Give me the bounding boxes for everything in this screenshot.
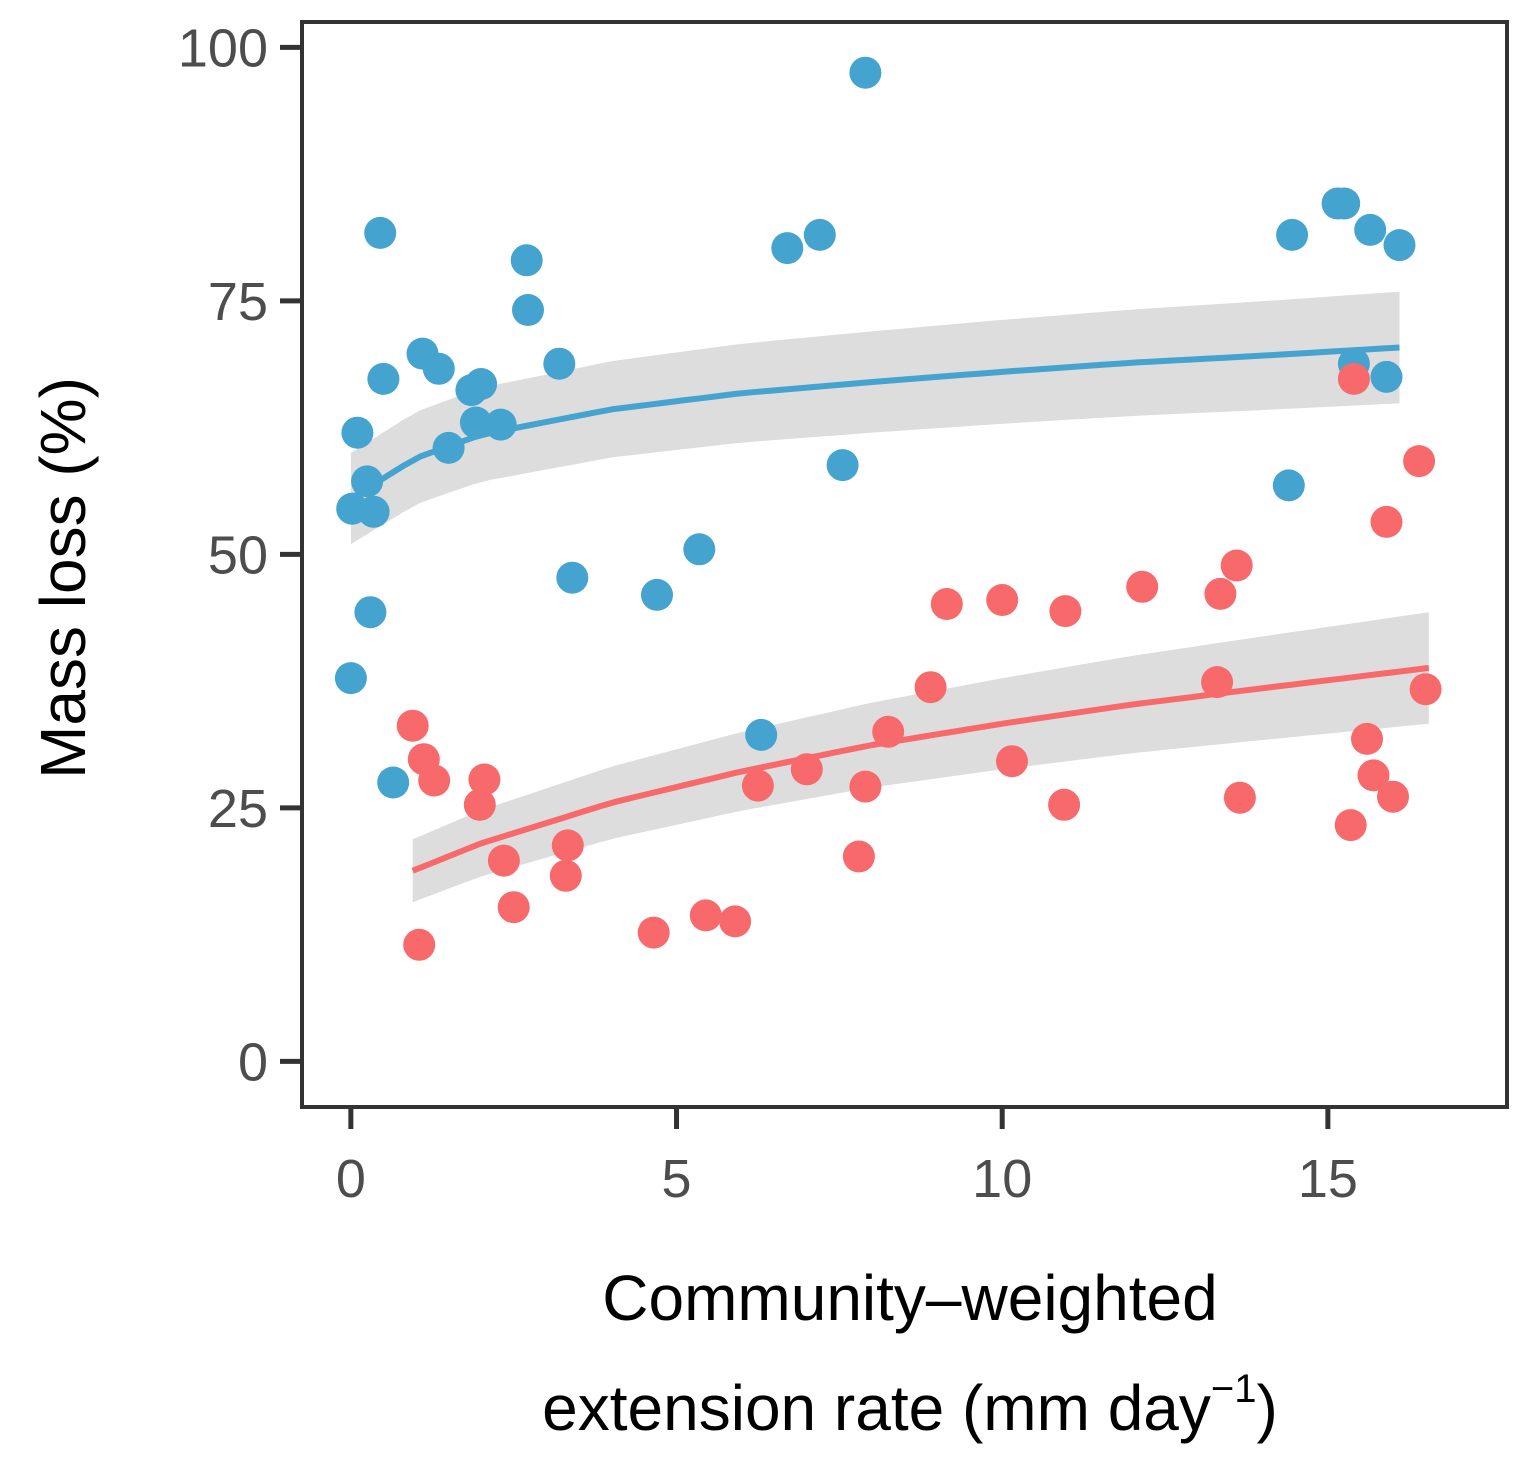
data-point (468, 763, 501, 796)
data-point (1276, 218, 1309, 251)
data-point (551, 829, 584, 862)
data-point (790, 753, 823, 786)
data-point (986, 584, 1019, 616)
x-axis: 0 5 10 15 (336, 1107, 1358, 1209)
data-point (1337, 362, 1370, 395)
data-point (849, 56, 882, 89)
data-point (1354, 213, 1387, 246)
data-point (1370, 360, 1403, 393)
y-axis-title: Mass loss (%) (27, 377, 99, 779)
data-point (930, 588, 963, 620)
data-point (689, 899, 722, 932)
data-point (512, 294, 544, 326)
data-point (377, 766, 410, 799)
data-point (556, 561, 589, 594)
data-point (741, 769, 774, 802)
data-point (396, 709, 429, 742)
data-point (1223, 781, 1256, 814)
data-points (334, 56, 1442, 961)
data-point (549, 859, 582, 892)
data-point (842, 840, 875, 873)
data-point (459, 406, 492, 439)
x-axis-title-line1: Community–weighted (602, 1262, 1217, 1334)
data-point (497, 891, 530, 924)
data-point (1383, 229, 1416, 262)
data-point (510, 244, 543, 277)
data-point (403, 928, 436, 961)
data-point (745, 718, 778, 751)
y-tick-label: 50 (208, 525, 268, 585)
data-point (826, 449, 859, 482)
data-point (1201, 666, 1234, 699)
data-point (1126, 570, 1159, 603)
x-axis-title-end: ) (1257, 1372, 1278, 1444)
data-point (719, 905, 752, 938)
data-point (872, 715, 905, 748)
data-point (637, 916, 670, 949)
data-point (418, 764, 451, 797)
data-point (641, 578, 673, 611)
x-axis-title-main: extension rate (mm day (542, 1372, 1211, 1444)
x-tick-label: 10 (972, 1149, 1032, 1209)
data-point (465, 368, 498, 400)
data-point (1377, 780, 1409, 813)
data-point (351, 465, 384, 498)
data-point (1403, 445, 1436, 478)
data-point (357, 495, 390, 528)
data-point (1049, 595, 1082, 628)
data-point (1334, 809, 1367, 842)
y-tick-label: 0 (238, 1032, 268, 1092)
confidence-ribbons (350, 291, 1429, 903)
confidence-ribbon (350, 291, 1400, 545)
y-tick-label: 25 (208, 779, 268, 839)
data-point (914, 671, 947, 704)
data-point (543, 347, 576, 380)
data-point (1220, 549, 1253, 582)
data-point (849, 770, 882, 803)
fit-line (411, 664, 1430, 874)
confidence-ribbon (412, 612, 1429, 903)
data-point (1204, 577, 1237, 610)
x-axis-title-superscript: −1 (1211, 1367, 1257, 1411)
y-axis: 0 25 50 75 100 (178, 18, 302, 1092)
data-point (422, 352, 455, 385)
data-point (683, 533, 716, 566)
data-point (484, 408, 517, 441)
data-point (354, 596, 387, 629)
data-point (341, 416, 374, 449)
data-point (1272, 469, 1305, 502)
data-point (1409, 673, 1442, 706)
x-tick-label: 0 (336, 1149, 366, 1209)
data-point (1048, 788, 1081, 821)
fit-lines (349, 344, 1430, 874)
data-point (334, 662, 367, 695)
data-point (1370, 505, 1403, 538)
y-tick-label: 75 (208, 272, 268, 332)
y-tick-label: 100 (178, 18, 268, 78)
data-point (771, 232, 804, 265)
plot-panel-border (300, 20, 1509, 1109)
data-point (1351, 722, 1383, 755)
data-point (803, 218, 836, 251)
fit-line (349, 344, 1400, 502)
data-point (463, 788, 496, 821)
data-point (432, 431, 465, 464)
x-axis-title-line2: extension rate (mm day−1) (542, 1367, 1278, 1444)
data-point (367, 362, 400, 395)
data-point (487, 844, 520, 877)
data-point (364, 216, 397, 249)
x-tick-label: 15 (1298, 1149, 1358, 1209)
data-point (1328, 187, 1361, 220)
data-point (996, 745, 1028, 778)
data-point (1357, 759, 1390, 792)
x-tick-label: 5 (662, 1149, 692, 1209)
